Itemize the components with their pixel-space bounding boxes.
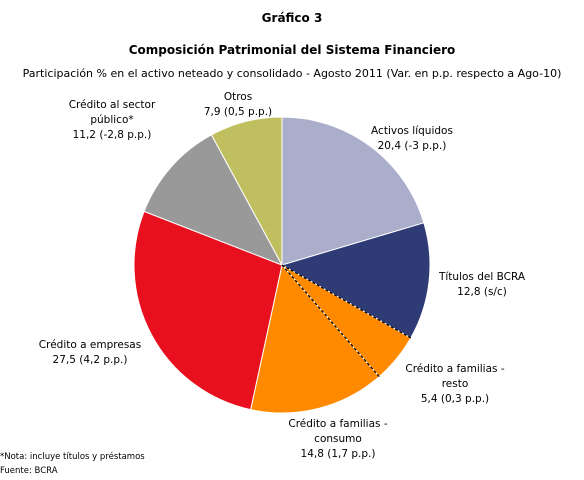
change-label: (0,3 p.p.) [440, 393, 490, 405]
value-line: 12,8 (s/c) [439, 285, 525, 300]
pie-slice [143, 134, 284, 266]
slice-label: Otros 7,9 (0,5 p.p.) [204, 90, 272, 120]
change-label: (s/c) [483, 286, 507, 298]
value-line: 11,2 (-2,8 p.p.) [62, 128, 162, 143]
value-label: 7,9 [203, 106, 221, 118]
change-label: (-2,8 p.p.) [99, 129, 152, 141]
value-label: 12,8 [457, 286, 481, 298]
chart-title: Gráfico 3 [261, 11, 323, 25]
value-line: 5,4 (0,3 p.p.) [400, 392, 510, 407]
pie-slice [280, 222, 431, 339]
slice-label: Crédito a familias - resto 5,4 (0,3 p.p.) [400, 362, 510, 407]
category-name: Títulos del BCRA [438, 271, 526, 283]
slice-label: Crédito a familias - consumo 14,8 (1,7 p.… [281, 417, 396, 462]
category-name: Crédito al sector público* [68, 99, 156, 126]
value-line: 14,8 (1,7 p.p.) [281, 447, 396, 462]
category-name: Activos líquidos [371, 125, 453, 137]
value-label: 5,4 [420, 393, 438, 405]
chart-subtitle: Composición Patrimonial del Sistema Fina… [128, 43, 456, 57]
pie-slice [210, 116, 283, 266]
value-line: 20,4 (-3 p.p.) [371, 139, 453, 154]
change-label: (0,5 p.p.) [223, 106, 273, 118]
category-name: Crédito a empresas [38, 339, 142, 351]
value-line: 27,5 (4,2 p.p.) [39, 353, 141, 368]
source: Fuente: BCRA [0, 466, 58, 476]
slice-label: Crédito al sector público* 11,2 (-2,8 p.p… [62, 98, 162, 143]
category-name: Crédito a familias - consumo [288, 418, 388, 445]
slice-label: Crédito a empresas 27,5 (4,2 p.p.) [39, 338, 141, 368]
value-label: 20,4 [377, 140, 402, 152]
value-label: 14,8 [300, 448, 324, 460]
slice-label: Títulos del BCRA 12,8 (s/c) [439, 270, 525, 300]
change-label: (4,2 p.p.) [79, 354, 128, 366]
value-label: 27,5 [52, 354, 76, 366]
change-label: (-3 p.p.) [404, 140, 447, 152]
pie-slice [250, 263, 380, 414]
value-label: 11,2 [72, 129, 96, 141]
pie-slice [281, 116, 425, 266]
category-name: Otros [223, 91, 253, 103]
change-label: (1,7 p.p.) [327, 448, 376, 460]
note: *Nota: incluye títulos y préstamos [0, 452, 145, 462]
chart-description: Participación % en el activo neteado y c… [22, 67, 562, 80]
pie-slice [133, 210, 283, 411]
slice-label: Activos líquidos 20,4 (-3 p.p.) [371, 124, 453, 154]
category-name: Crédito a familias - resto [405, 363, 505, 390]
value-line: 7,9 (0,5 p.p.) [204, 105, 272, 120]
